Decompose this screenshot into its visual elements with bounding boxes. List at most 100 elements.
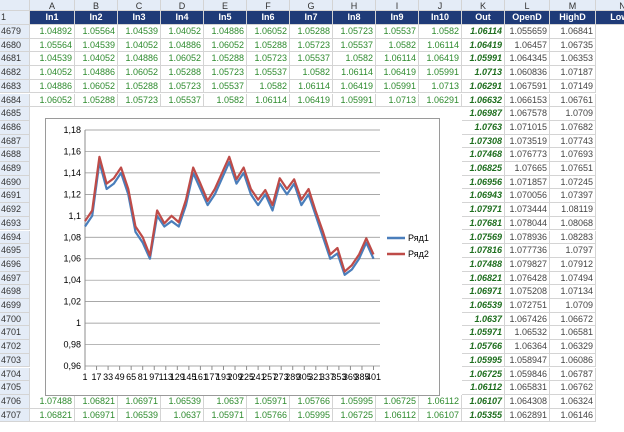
cell[interactable]: 1.06086 — [550, 353, 596, 368]
cell[interactable]: 1.06052 — [247, 25, 290, 39]
column-letter[interactable]: G — [290, 0, 333, 11]
column-letter[interactable]: N — [596, 0, 624, 11]
cell[interactable]: 1.05537 — [204, 79, 247, 94]
column-header[interactable]: In2 — [75, 11, 118, 25]
cell[interactable]: 1.064345 — [505, 52, 550, 67]
cell[interactable]: 1.08068 — [550, 216, 596, 231]
cell[interactable]: 1.04052 — [30, 66, 75, 80]
row-number[interactable]: 4685 — [0, 107, 30, 121]
cell[interactable]: 1.06114 — [376, 52, 419, 67]
cell[interactable]: 1.0713 — [462, 66, 505, 80]
cell[interactable]: 1.05723 — [247, 52, 290, 67]
row-number[interactable]: 4689 — [0, 162, 30, 176]
cell[interactable]: 1.077736 — [505, 244, 550, 258]
cell[interactable]: 1.06457 — [505, 38, 550, 53]
cell[interactable]: 1.05723 — [333, 25, 376, 39]
cell[interactable]: 1.06419 — [290, 93, 333, 108]
cell[interactable]: 1.05288 — [247, 38, 290, 53]
cell[interactable]: 1.05288 — [290, 25, 333, 39]
cell[interactable]: 1.067426 — [505, 312, 550, 327]
cell[interactable]: 1.05288 — [161, 66, 204, 80]
cell[interactable]: 1.06539 — [462, 299, 505, 313]
cell[interactable]: 1.06841 — [550, 25, 596, 39]
cell[interactable]: 1.07816 — [462, 244, 505, 258]
row-number[interactable]: 4695 — [0, 244, 30, 258]
cell[interactable]: 1.07187 — [550, 66, 596, 80]
row-number[interactable]: 4703 — [0, 353, 30, 368]
column-letter[interactable]: B — [75, 0, 118, 11]
row-number[interactable]: 4680 — [0, 38, 30, 53]
cell[interactable]: 1.06291 — [462, 79, 505, 94]
cell[interactable]: 1.0713 — [376, 93, 419, 108]
cell[interactable]: 1.071857 — [505, 175, 550, 190]
cell[interactable]: 1.05971 — [462, 326, 505, 341]
cell[interactable]: 1.06539 — [118, 408, 161, 423]
cell[interactable]: 1.05995 — [290, 408, 333, 423]
column-header[interactable]: In3 — [118, 11, 161, 25]
cell[interactable]: 1.06114 — [247, 93, 290, 108]
cell[interactable]: 1.070056 — [505, 189, 550, 204]
row-number[interactable]: 4704 — [0, 367, 30, 382]
cell[interactable]: 1.04539 — [30, 52, 75, 67]
cell[interactable]: 1.05537 — [247, 66, 290, 80]
cell[interactable]: 1.06725 — [462, 367, 505, 382]
cell[interactable]: 1.06112 — [376, 408, 419, 423]
row-number[interactable]: 4690 — [0, 175, 30, 190]
cell[interactable]: 1.05288 — [204, 52, 247, 67]
cell[interactable]: 1.04886 — [75, 66, 118, 80]
row-number[interactable]: 4701 — [0, 326, 30, 341]
column-header[interactable]: In9 — [376, 11, 419, 25]
row-number[interactable]: 4699 — [0, 299, 30, 313]
cell[interactable]: 1.07488 — [30, 394, 75, 409]
cell[interactable]: 1.07245 — [550, 175, 596, 190]
cell[interactable]: 1.071015 — [505, 120, 550, 135]
cell[interactable]: 1.05995 — [333, 394, 376, 409]
cell[interactable]: 1.065831 — [505, 381, 550, 395]
cell[interactable]: 1.07743 — [550, 134, 596, 149]
cell[interactable]: 1.0637 — [204, 394, 247, 409]
cell[interactable]: 1.04052 — [161, 25, 204, 39]
cell[interactable]: 1.07149 — [550, 79, 596, 94]
row-number[interactable]: 4707 — [0, 408, 30, 423]
cell[interactable]: 1.059846 — [505, 367, 550, 382]
row-number[interactable]: 4682 — [0, 66, 30, 80]
cell[interactable]: 1.06146 — [550, 408, 596, 423]
cell[interactable]: 1.06114 — [290, 79, 333, 94]
cell[interactable]: 1.072751 — [505, 299, 550, 313]
cell[interactable]: 1.062891 — [505, 408, 550, 423]
row-number[interactable]: 4702 — [0, 340, 30, 354]
cell[interactable]: 1.05995 — [462, 353, 505, 368]
cell[interactable]: 1.07651 — [550, 162, 596, 176]
column-letter[interactable]: E — [204, 0, 247, 11]
cell[interactable]: 1.06971 — [75, 408, 118, 423]
cell[interactable]: 1.06291 — [419, 93, 462, 108]
cell[interactable]: 1.07665 — [505, 162, 550, 176]
column-header[interactable]: In7 — [290, 11, 333, 25]
cell[interactable]: 1.06052 — [204, 38, 247, 53]
cell[interactable]: 1.06052 — [161, 52, 204, 67]
cell[interactable]: 1.07494 — [550, 271, 596, 286]
cell[interactable]: 1.06787 — [550, 367, 596, 382]
cell[interactable]: 1.04052 — [75, 52, 118, 67]
cell[interactable]: 1.07569 — [462, 230, 505, 245]
cell[interactable]: 1.05288 — [75, 93, 118, 108]
row-number[interactable]: 4705 — [0, 381, 30, 395]
cell[interactable]: 1.073444 — [505, 203, 550, 217]
cell[interactable]: 1.08283 — [550, 230, 596, 245]
cell[interactable]: 1.06761 — [550, 93, 596, 108]
cell[interactable]: 1.05723 — [204, 66, 247, 80]
cell[interactable]: 1.06419 — [462, 38, 505, 53]
cell[interactable]: 1.078936 — [505, 230, 550, 245]
cell[interactable]: 1.0763 — [462, 120, 505, 135]
cell[interactable]: 1.06971 — [118, 394, 161, 409]
cell[interactable]: 1.06364 — [505, 340, 550, 354]
cell[interactable]: 1.05991 — [419, 66, 462, 80]
row-number[interactable]: 4706 — [0, 394, 30, 409]
column-header[interactable]: OpenD — [505, 11, 550, 25]
column-header[interactable]: In10 — [419, 11, 462, 25]
cell[interactable]: 1.06956 — [462, 175, 505, 190]
cell[interactable]: 1.0797 — [550, 244, 596, 258]
cell[interactable]: 1.06419 — [419, 52, 462, 67]
cell[interactable]: 1.07134 — [550, 285, 596, 299]
cell[interactable]: 1.07693 — [550, 148, 596, 162]
